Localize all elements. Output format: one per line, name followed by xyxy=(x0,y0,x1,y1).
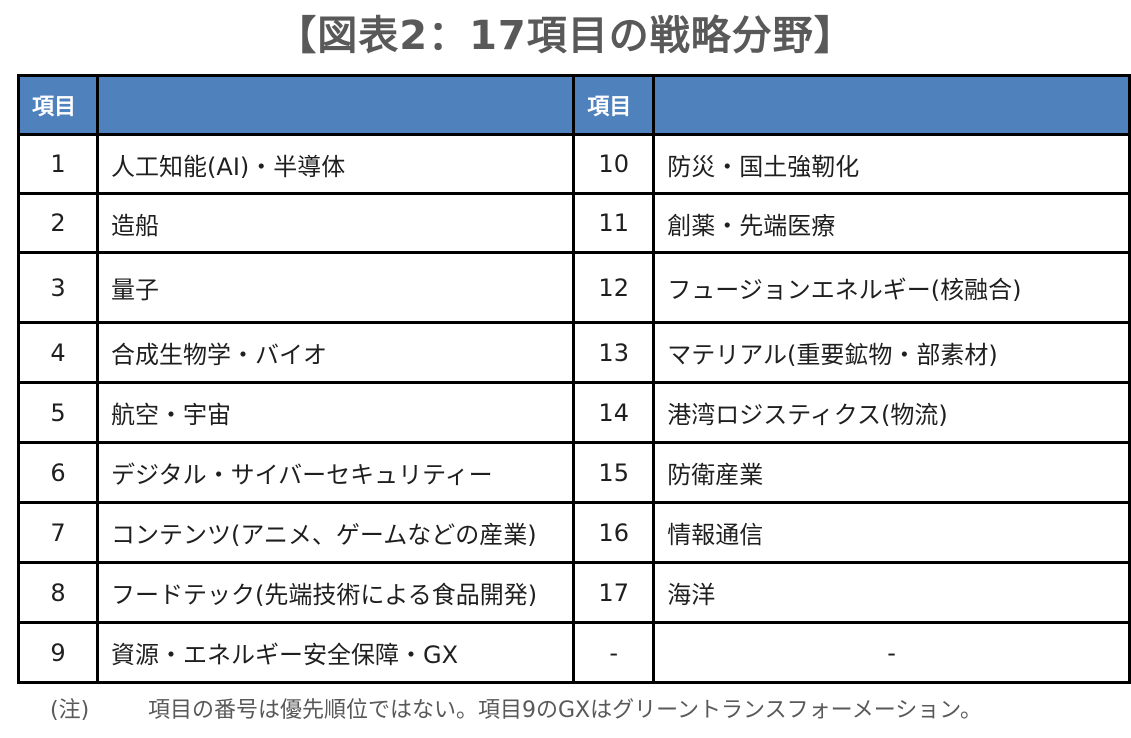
item-number-right: 13 xyxy=(572,321,656,384)
table-row: 2 造船 11 創薬・先端医療 xyxy=(16,192,1131,254)
item-number-right: 17 xyxy=(572,561,656,624)
item-name-right: 港湾ロジスティクス(物流) xyxy=(652,381,1131,444)
item-name-right: 防衛産業 xyxy=(652,441,1131,504)
item-number-left: 4 xyxy=(16,321,100,384)
table-body: 1 人工知能(AI)・半導体 10 防災・国土強靭化 2 造船 11 創薬・先端医療 3 量子 12… xyxy=(16,133,1131,684)
table-row: 7 コンテンツ(アニメ、ゲームなどの産業) 16 情報通信 xyxy=(16,501,1131,564)
item-name-left: 合成生物学・バイオ xyxy=(96,321,576,384)
item-name-left: 資源・エネルギー安全保障・GX xyxy=(96,621,576,684)
item-number-right: - xyxy=(572,621,656,684)
item-number-right: 14 xyxy=(572,381,656,444)
item-number-left: 6 xyxy=(16,441,100,504)
footnote-text: 項目の番号は優先順位ではない。項目9のGXはグリーントランスフォーメーション。 xyxy=(148,698,982,723)
table-header-row: 項目 項目 xyxy=(16,74,1131,136)
strategy-table: 項目 項目 1 人工知能(AI)・半導体 10 防災・国土強靭化 2 造船 11 創薬・先端医… xyxy=(16,74,1131,684)
item-name-right: マテリアル(重要鉱物・部素材) xyxy=(652,321,1131,384)
header-item-number-left: 項目 xyxy=(16,74,100,136)
footnote: (注) 項目の番号は優先順位ではない。項目9のGXはグリーントランスフォーメーショ… xyxy=(50,692,982,724)
table-row: 5 航空・宇宙 14 港湾ロジスティクス(物流) xyxy=(16,381,1131,444)
item-number-right: 15 xyxy=(572,441,656,504)
item-name-right: 情報通信 xyxy=(652,501,1131,564)
header-item-number-right: 項目 xyxy=(572,74,656,136)
footnote-label: (注) xyxy=(50,698,90,723)
item-number-left: 1 xyxy=(16,133,100,195)
item-number-left: 3 xyxy=(16,251,100,324)
table-row: 6 デジタル・サイバーセキュリティー 15 防衛産業 xyxy=(16,441,1131,504)
item-name-right: 防災・国土強靭化 xyxy=(652,133,1131,195)
item-name-left: 人工知能(AI)・半導体 xyxy=(96,133,576,195)
item-name-left: コンテンツ(アニメ、ゲームなどの産業) xyxy=(96,501,576,564)
item-number-left: 2 xyxy=(16,192,100,254)
item-number-right: 11 xyxy=(572,192,656,254)
item-name-left: 航空・宇宙 xyxy=(96,381,576,444)
table-row: 8 フードテック(先端技術による食品開発) 17 海洋 xyxy=(16,561,1131,624)
item-name-right: 創薬・先端医療 xyxy=(652,192,1131,254)
item-number-left: 5 xyxy=(16,381,100,444)
item-name-right: - xyxy=(652,621,1131,684)
item-name-left: 量子 xyxy=(96,251,576,324)
page-title: 【図表2：17項目の戦略分野】 xyxy=(276,13,855,59)
item-number-right: 16 xyxy=(572,501,656,564)
item-name-right: フュージョンエネルギー(核融合) xyxy=(652,251,1131,324)
item-name-right: 海洋 xyxy=(652,561,1131,624)
table-row: 4 合成生物学・バイオ 13 マテリアル(重要鉱物・部素材) xyxy=(16,321,1131,384)
item-number-right: 10 xyxy=(572,133,656,195)
table-row: 3 量子 12 フュージョンエネルギー(核融合) xyxy=(16,251,1131,324)
header-item-name-right xyxy=(652,74,1131,136)
item-number-left: 8 xyxy=(16,561,100,624)
item-number-left: 9 xyxy=(16,621,100,684)
item-name-left: 造船 xyxy=(96,192,576,254)
table-row: 9 資源・エネルギー安全保障・GX - - xyxy=(16,621,1131,684)
header-item-name-left xyxy=(96,74,576,136)
table-row: 1 人工知能(AI)・半導体 10 防災・国土強靭化 xyxy=(16,133,1131,195)
item-name-left: フードテック(先端技術による食品開発) xyxy=(96,561,576,624)
item-number-right: 12 xyxy=(572,251,656,324)
item-name-left: デジタル・サイバーセキュリティー xyxy=(96,441,576,504)
item-number-left: 7 xyxy=(16,501,100,564)
